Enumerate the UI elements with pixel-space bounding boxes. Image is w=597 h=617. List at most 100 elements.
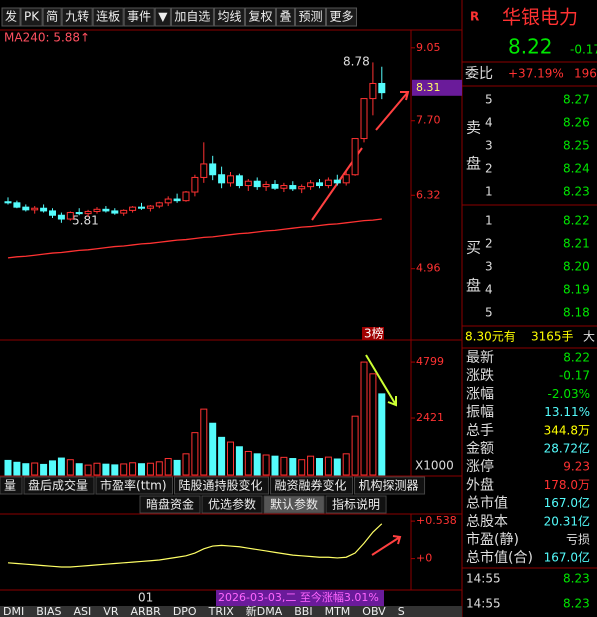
stat-label: 涨停 [466,458,494,475]
stat-label: 总市值 [466,495,508,512]
indicator-tab[interactable]: ARBR [130,605,161,617]
stat-value: 9.23 [563,460,590,474]
candle-body [342,174,350,184]
volume-bar [307,455,315,476]
toolbar-button[interactable] [1,7,21,27]
sell-label: 卖 [466,119,481,137]
volume-bar [280,456,288,476]
candle-body [316,182,323,187]
volume-bar [333,458,341,476]
tab[interactable] [95,476,173,495]
ma-label: MA240: 5.88↑ [4,31,90,45]
current-price-box [412,79,462,96]
stat-label: 涨跌 [466,368,494,384]
buy-price: 8.22 [563,214,590,228]
toolbar-button[interactable] [61,7,93,27]
subtab[interactable] [325,495,387,514]
subtab-label: 默认参数 [270,497,318,512]
stat-value: -2.03% [548,387,590,401]
subtab-label: 指标说明 [332,497,380,512]
subtab[interactable] [263,495,325,514]
stat-value: 8.22 [563,351,590,365]
candle-body [120,209,128,214]
indicator-tab[interactable]: VR [103,605,119,617]
volume-bar [57,457,65,476]
toolbar-button[interactable] [123,7,155,27]
indicator-tab[interactable]: S [398,605,405,617]
indicator-tab[interactable]: BBI [294,605,312,617]
y-tick-label: 9.05 [416,41,441,54]
volume-bar [4,459,12,476]
indicator-tab[interactable]: DMI [3,605,24,617]
buy-price: 8.19 [563,283,590,297]
buy-level: 3 [485,260,493,274]
toolbar-button[interactable] [244,7,276,27]
last-trade-price: 8.30元有 [465,330,516,344]
indicator-tab[interactable]: ASI [74,605,92,617]
subtab[interactable] [139,495,201,514]
tab[interactable] [174,476,270,495]
date-bar: 2026-03-03,二 至今涨幅3.01% [218,590,379,604]
toolbar-button[interactable] [170,7,214,27]
candle-body [200,163,208,178]
change: -0.17 [570,43,597,57]
toolbar-button[interactable] [42,7,62,27]
toolbar-label: 九转 [65,9,89,24]
tick-time: 14:55 [466,597,501,611]
ratio-extra: 196 [574,67,597,81]
candle-body [324,179,332,187]
toolbar-button[interactable] [92,7,124,27]
stat-label: 总市值(合) [466,549,533,566]
candle-body [271,183,279,189]
trend-arrow [365,354,397,407]
candle-body [84,210,92,215]
toolbar-button[interactable] [275,7,295,27]
volume-bar [324,456,332,476]
tab[interactable] [0,476,23,495]
high-label: 8.78 [343,55,370,69]
stat-label: 金额 [466,441,494,457]
volume-bar [200,408,208,476]
toolbar-button[interactable] [213,7,245,27]
indicator-tab[interactable]: TRIX [208,605,235,617]
candle-body [155,202,163,207]
buy-level: 1 [485,214,493,228]
indicator-tab[interactable]: BIAS [36,605,61,617]
toolbar-button[interactable] [326,7,358,27]
volume-unit: X1000 [415,459,454,473]
y-tick-label: 4799 [416,355,444,368]
tab[interactable] [354,476,426,495]
trend-arrow [371,535,402,556]
indicator-tab[interactable]: DPO [173,605,197,617]
toolbar-label: 发 [5,9,17,24]
tab[interactable] [23,476,95,495]
toolbar-label: 加自选 [174,10,210,24]
volume-bar [84,464,92,476]
toolbar-button[interactable] [294,7,326,27]
candle-body [298,186,306,190]
stat-label: 市盈(静) [466,531,519,548]
volume-bar [66,459,74,476]
indicator-tab[interactable]: MTM [325,605,351,617]
sell-price: 8.27 [563,93,590,107]
buy-label: 盘 [466,277,481,295]
volume-bar [369,373,377,476]
volume-bar [342,453,350,476]
candle-body [31,207,39,211]
volume-bar [289,458,297,476]
candle-body [129,206,137,211]
candle-body [307,182,315,188]
subtab[interactable] [201,495,263,514]
tab[interactable] [270,476,354,495]
indicator-tab[interactable]: OBV [362,605,386,617]
volume-bar [31,462,39,476]
volume-bar [262,454,270,476]
sell-price: 8.24 [563,162,590,176]
volume-bar [111,464,119,476]
candle-body [49,210,56,216]
indicator-tab[interactable]: 新DMA [246,604,283,617]
candle-body [182,191,190,202]
toolbar-button[interactable] [154,7,171,27]
toolbar-button[interactable] [20,7,43,27]
y-tick-label: +0.538 [416,514,457,527]
